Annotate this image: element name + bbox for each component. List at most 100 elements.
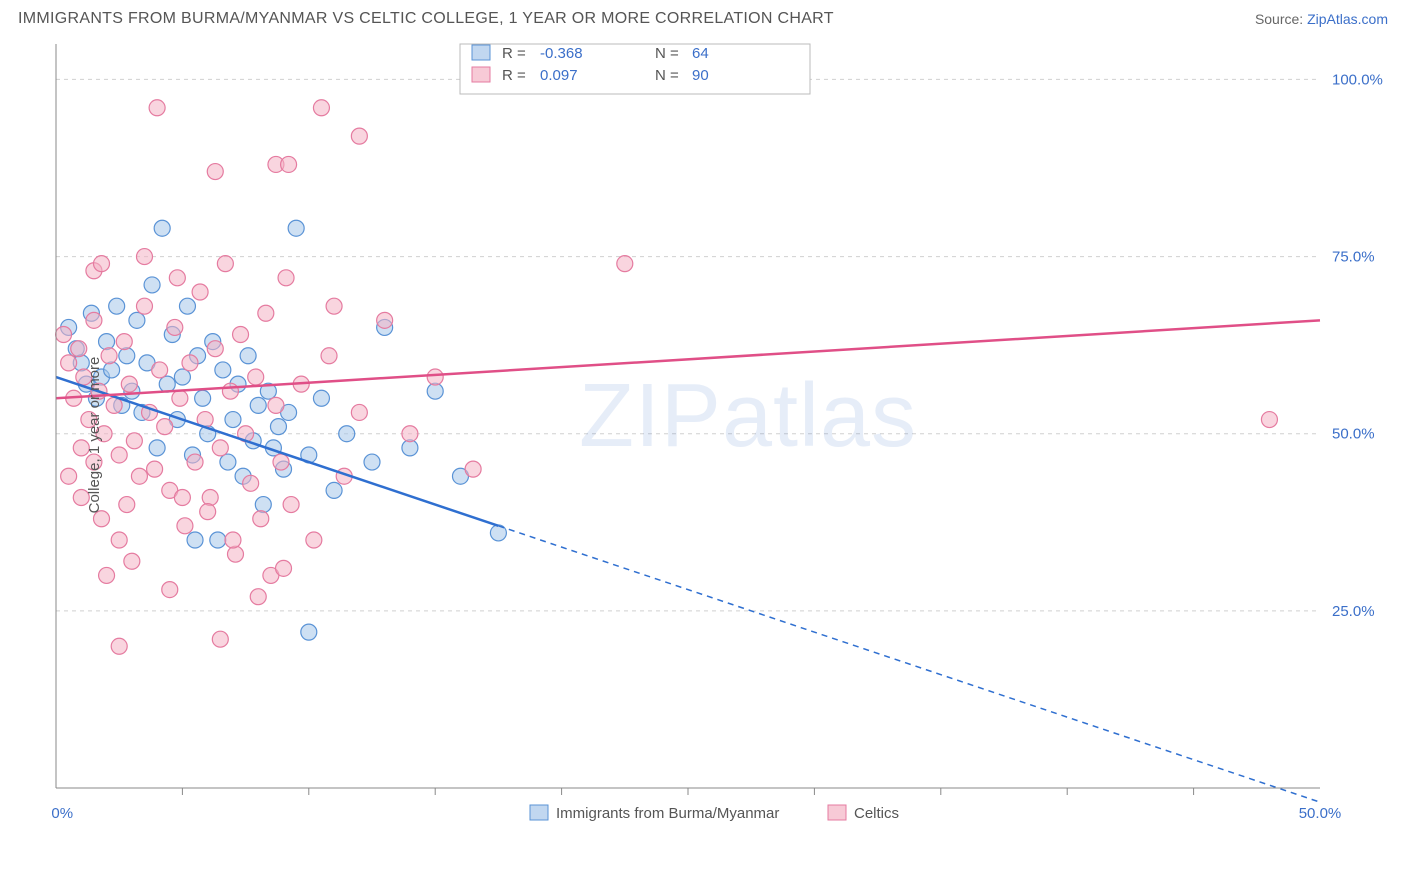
data-point [61,468,77,484]
data-point [313,390,329,406]
data-point [119,497,135,513]
data-point [56,327,72,343]
data-point [377,312,393,328]
chart-container: College, 1 year or more 25.0%50.0%75.0%1… [50,40,1390,830]
data-point [306,532,322,548]
data-point [465,461,481,477]
legend-n-value: 64 [692,45,709,62]
y-tick-label: 50.0% [1332,426,1375,443]
data-point [202,489,218,505]
data-point [187,454,203,470]
data-point [240,348,256,364]
legend-series-label: Celtics [854,805,899,822]
data-point [281,156,297,172]
data-point [149,100,165,116]
data-point [276,560,292,576]
data-point [207,341,223,357]
data-point [86,312,102,328]
data-point [124,553,140,569]
data-point [174,489,190,505]
chart-title: IMMIGRANTS FROM BURMA/MYANMAR VS CELTIC … [18,10,834,28]
data-point [94,256,110,272]
x-tick-label: 50.0% [1299,805,1342,822]
data-point [220,454,236,470]
data-point [99,334,115,350]
y-tick-label: 100.0% [1332,71,1383,88]
data-point [326,482,342,498]
source-label: Source: ZipAtlas.com [1255,11,1388,27]
data-point [313,100,329,116]
data-point [301,624,317,640]
data-point [147,461,163,477]
data-point [339,426,355,442]
data-point [250,397,266,413]
data-point [172,390,188,406]
data-point [136,298,152,314]
data-point [162,582,178,598]
legend-swatch [472,67,490,82]
data-point [71,341,87,357]
data-point [144,277,160,293]
data-point [248,369,264,385]
data-point [109,298,125,314]
data-point [101,348,117,364]
data-point [192,284,208,300]
data-point [253,511,269,527]
data-point [351,404,367,420]
legend-n-label: N = [655,45,679,62]
data-point [136,249,152,265]
data-point [225,412,241,428]
data-point [157,419,173,435]
data-point [154,220,170,236]
data-point [233,327,249,343]
data-point [195,390,211,406]
data-point [326,298,342,314]
data-point [187,532,203,548]
data-point [268,397,284,413]
data-point [364,454,380,470]
data-point [212,440,228,456]
scatter-chart: 25.0%50.0%75.0%100.0%ZIPatlas0.0%50.0%R … [50,40,1390,830]
data-point [1261,412,1277,428]
data-point [283,497,299,513]
data-point [321,348,337,364]
data-point [250,589,266,605]
data-point [182,355,198,371]
data-point [121,376,137,392]
legend-swatch [472,45,490,60]
data-point [131,468,147,484]
data-point [222,383,238,399]
data-point [152,362,168,378]
data-point [129,312,145,328]
legend-n-label: N = [655,67,679,84]
data-point [288,220,304,236]
data-point [111,638,127,654]
header: IMMIGRANTS FROM BURMA/MYANMAR VS CELTIC … [0,0,1406,32]
watermark: ZIPatlas [579,366,917,466]
data-point [179,298,195,314]
data-point [207,164,223,180]
data-point [61,355,77,371]
data-point [258,305,274,321]
y-axis-label: College, 1 year or more [86,357,103,514]
data-point [169,270,185,286]
legend-n-value: 90 [692,67,709,84]
legend-swatch [828,805,846,820]
data-point [215,362,231,378]
data-point [217,256,233,272]
source-link[interactable]: ZipAtlas.com [1307,11,1388,27]
legend-r-value: -0.368 [540,45,583,62]
y-tick-label: 25.0% [1332,603,1375,620]
data-point [617,256,633,272]
data-point [111,447,127,463]
data-point [116,334,132,350]
data-point [167,319,183,335]
data-point [210,532,226,548]
data-point [427,369,443,385]
data-point [126,433,142,449]
legend-r-label: R = [502,45,526,62]
data-point [255,497,271,513]
data-point [273,454,289,470]
data-point [104,362,120,378]
data-point [243,475,259,491]
